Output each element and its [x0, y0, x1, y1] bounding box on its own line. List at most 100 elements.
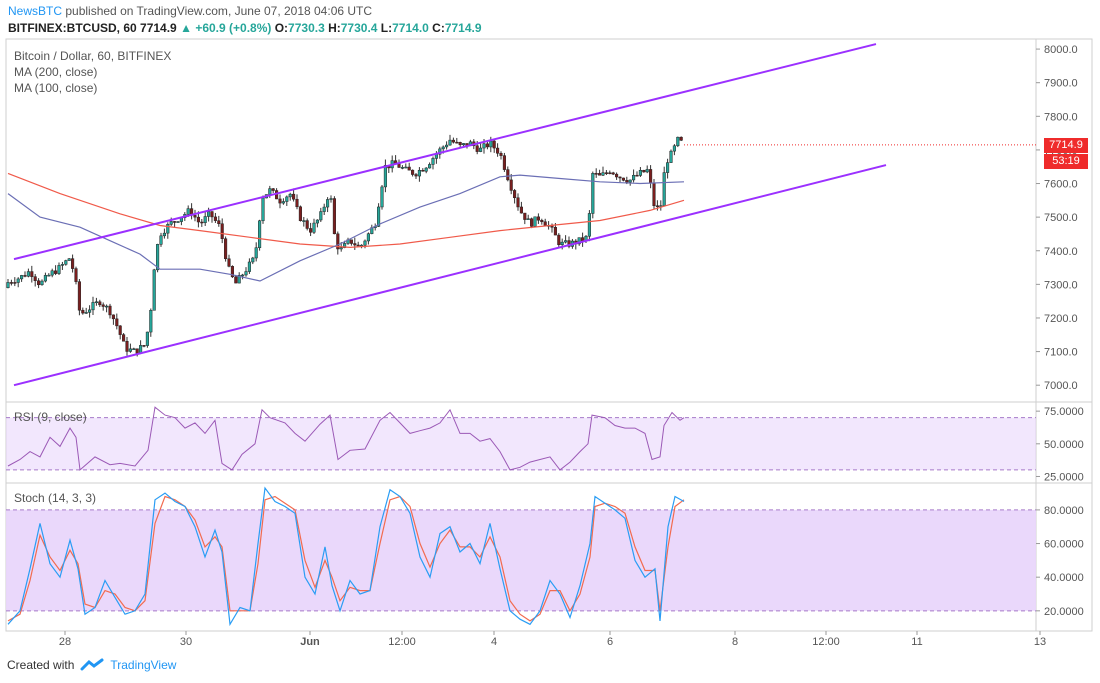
candle-body: [94, 301, 98, 304]
candle-body: [224, 238, 228, 260]
time-tick-label: Jun: [300, 636, 320, 648]
candle-body: [339, 247, 343, 250]
candle-body: [84, 312, 88, 314]
candle-body: [649, 169, 653, 184]
candle-body: [60, 264, 64, 266]
candle-body: [220, 223, 224, 239]
candle-body: [662, 172, 666, 206]
legend-ma100[interactable]: MA (100, close): [14, 81, 98, 95]
candle-body: [349, 239, 353, 244]
candle-body: [315, 219, 319, 224]
candle-body: [23, 275, 27, 277]
candle-body: [142, 345, 146, 347]
candle-body: [145, 331, 149, 346]
candle-body: [302, 220, 306, 222]
time-tick-label: 13: [1034, 636, 1046, 648]
tradingview-link[interactable]: TradingView: [110, 658, 177, 672]
created-with-text: Created with: [7, 658, 75, 672]
candle-body: [176, 221, 180, 223]
candle-body: [332, 198, 336, 235]
candle-body: [13, 282, 17, 284]
candle-body: [672, 145, 676, 152]
time-tick-label: 12:00: [388, 636, 416, 648]
candle-body: [135, 348, 139, 354]
candle-body: [258, 220, 262, 248]
candle-body: [428, 164, 432, 169]
last-price: 7714.9: [140, 21, 177, 35]
candle-body: [37, 280, 41, 286]
time-tick-label: 11: [911, 636, 922, 648]
price-tick-label: 7400.0: [1044, 246, 1078, 258]
candle-body: [618, 176, 622, 179]
osc-tick-label: 20.0000: [1044, 606, 1084, 618]
candle-body: [485, 143, 489, 148]
candle-body: [77, 281, 81, 311]
candle-body: [20, 275, 24, 280]
candle-body: [64, 260, 68, 265]
low-value: 7714.0: [392, 21, 429, 35]
countdown-tag: 53:19: [1044, 154, 1088, 169]
candle-body: [516, 197, 520, 208]
candle-body: [57, 265, 61, 274]
candle-body: [506, 169, 510, 181]
candle-body: [125, 341, 129, 352]
candle-body: [268, 188, 272, 195]
candle-body: [261, 197, 265, 222]
osc-tick-label: 80.0000: [1044, 505, 1084, 517]
time-tick-label: 30: [180, 636, 192, 648]
legend-stoch[interactable]: Stoch (14, 3, 3): [14, 491, 97, 505]
candle-body: [502, 155, 506, 170]
time-tick-label: 6: [607, 636, 613, 648]
candle-body: [128, 348, 132, 352]
legend-ma200[interactable]: MA (200, close): [14, 65, 98, 79]
candle-body: [230, 266, 234, 278]
candle-body: [9, 282, 13, 284]
last-price-tag: 7714.9: [1044, 138, 1088, 153]
osc-tick-label: 25.0000: [1044, 471, 1084, 483]
platform-name[interactable]: TradingView.com: [136, 4, 228, 18]
legend-title: Bitcoin / Dollar, 60, BITFINEX: [14, 49, 172, 63]
candle-body: [288, 193, 292, 198]
candle-body: [356, 244, 360, 247]
candle-body: [462, 143, 466, 146]
candle-body: [16, 278, 20, 283]
candle-body: [560, 241, 564, 245]
candle-body: [652, 182, 656, 206]
candle-body: [666, 162, 670, 173]
candle-body: [88, 309, 92, 313]
price-tick-label: 7000.0: [1044, 380, 1078, 392]
candle-body: [237, 275, 241, 284]
candle-body: [431, 158, 435, 165]
candle-body: [74, 268, 78, 282]
candle-body: [26, 271, 30, 277]
candle-body: [632, 174, 636, 181]
candle-body: [227, 258, 231, 267]
publisher-name[interactable]: NewsBTC: [8, 4, 63, 18]
oscillator-band: [6, 417, 1036, 470]
candle-body: [152, 269, 156, 311]
candle-body: [292, 193, 296, 200]
candle-body: [445, 144, 449, 148]
candle-body: [81, 309, 85, 314]
time-tick-label: 12:00: [812, 636, 840, 648]
candle-body: [557, 234, 561, 245]
candle-body: [679, 136, 683, 141]
candle-body: [156, 244, 160, 271]
candle-body: [513, 190, 517, 199]
candle-body: [244, 271, 248, 276]
publish-info: NewsBTC published on TradingView.com, Ju…: [8, 4, 373, 18]
legend-rsi[interactable]: RSI (9, close): [14, 410, 87, 424]
tradingview-logo-icon: [80, 658, 104, 671]
candle-body: [241, 274, 245, 277]
up-arrow-icon: ▲: [180, 21, 192, 35]
oscillator-band: [6, 509, 1036, 611]
candle-body: [30, 271, 34, 277]
candle-body: [251, 257, 255, 263]
candle-body: [200, 221, 204, 224]
publish-date: June 07, 2018 04:06 UTC: [234, 4, 373, 18]
candle-body: [591, 173, 595, 214]
candle-body: [448, 139, 452, 146]
price-tick-label: 8000.0: [1044, 44, 1078, 56]
price-tick-label: 7200.0: [1044, 313, 1078, 325]
candle-body: [540, 219, 544, 223]
